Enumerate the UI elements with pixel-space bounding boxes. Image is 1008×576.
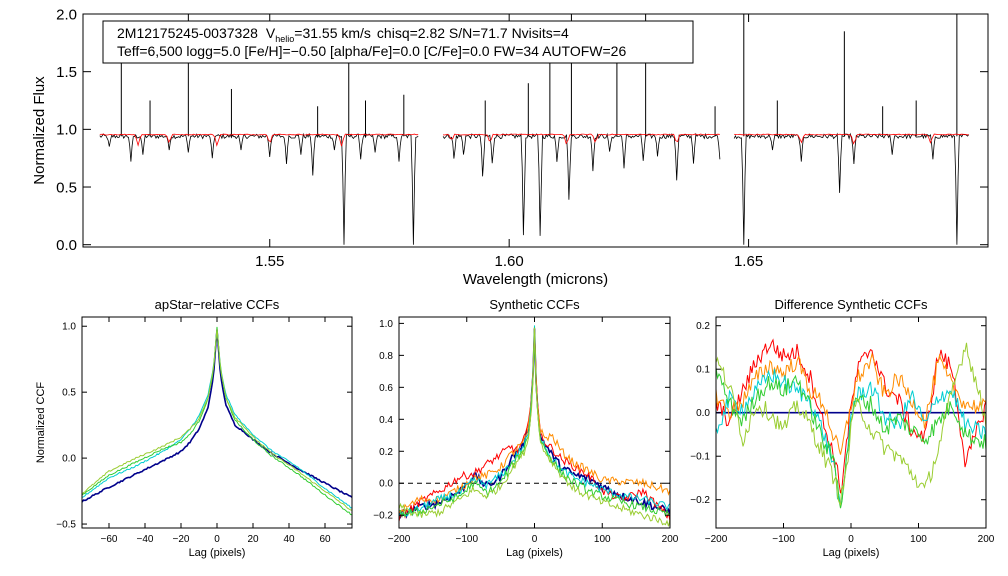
y-tick-label: 0.0: [696, 408, 710, 419]
y-tick-label: 0.0: [56, 237, 77, 254]
y-tick-label: 0.1: [696, 365, 710, 376]
y-tick-label: −0.2: [373, 511, 393, 522]
y-axis-label: Normalized Flux: [31, 76, 48, 185]
annotation-line-1: 2M12175245-0037328 Vhelio=31.55 km/s chisq…: [117, 25, 569, 44]
series-line-visit-5: [399, 327, 670, 527]
chart-panel-0: 1.55 1.60 1.65 0.0 0.5 1.0 1.5 2.0 Wavelength (m…: [31, 6, 989, 288]
y-tick-label: −0.5: [56, 520, 76, 531]
y-tick-label: 2.0: [56, 6, 77, 23]
series-line-visit-2: [716, 352, 986, 455]
plot-area: [716, 338, 986, 509]
series-line-visit-5: [716, 342, 986, 507]
y-tick-label: −0.2: [690, 495, 710, 506]
plot-area: [82, 326, 352, 516]
y-tick-label: 1.0: [56, 122, 77, 139]
x-tick-label: 20: [247, 534, 259, 545]
x-axis-label: Wavelength (microns): [463, 271, 608, 288]
x-tick-label: −200: [388, 534, 411, 545]
y-tick-label: 0.5: [56, 179, 77, 196]
spectrum-observed-segment: [442, 132, 721, 236]
y-tick-label: 0.2: [696, 321, 710, 332]
x-tick-label: 0: [214, 534, 220, 545]
x-tick-label: 1.65: [734, 253, 763, 270]
annotation-line-2: Teff=6,500 logg=5.0 [Fe/H]=−0.50 [alpha/…: [117, 43, 626, 59]
y-tick-label: 0.2: [379, 447, 393, 458]
spectrum-model-segment: [99, 133, 419, 147]
y-tick-label: 0.6: [379, 383, 393, 394]
x-tick-label: −40: [137, 534, 154, 545]
spectrum-model-segment: [443, 133, 720, 145]
y-tick-label: 0.5: [62, 388, 76, 399]
x-axis-label: Lag (pixels): [506, 547, 563, 559]
x-tick-label: 60: [319, 534, 331, 545]
chart-title: apStar−relative CCFs: [155, 297, 280, 312]
y-tick-label: 0.0: [62, 454, 76, 465]
annotation-box: [102, 20, 694, 64]
spectrum-observed-segment: [733, 132, 970, 245]
x-tick-label: 200: [978, 534, 995, 545]
x-tick-label: 100: [594, 534, 611, 545]
x-tick-label: −200: [705, 534, 728, 545]
chart-title: Synthetic CCFs: [489, 297, 580, 312]
x-tick-label: 0: [532, 534, 538, 545]
x-tick-label: −20: [173, 534, 190, 545]
series-line-visit-1: [716, 338, 986, 494]
chart-panel-1: −60 −40 −20 0 20 40 60 −0.5 0.0 0.5 1.0 apStar−rela…: [35, 297, 353, 559]
axes-frame: [82, 13, 989, 248]
x-tick-label: −60: [101, 534, 118, 545]
y-tick-label: 0.0: [379, 479, 393, 490]
chart-panel-3: −200 −100 0 100 200 −0.2 −0.1 0.0 0.1 0.2 Differen…: [690, 297, 995, 559]
x-tick-label: 0: [848, 534, 854, 545]
x-tick-label: 1.55: [255, 253, 284, 270]
annotation-star-id: 2M12175245-0037328: [117, 25, 258, 41]
series-line-visit-3: [399, 325, 670, 517]
x-tick-label: 1.60: [495, 253, 524, 270]
series-line-visit-3: [716, 368, 986, 506]
x-tick-label: 200: [662, 534, 679, 545]
y-tick-label: 0.8: [379, 351, 393, 362]
y-tick-label: 1.0: [62, 322, 76, 333]
chart-panel-2: −200 −100 0 100 200 −0.2 0.0 0.2 0.4 0.6 0.8 1.0 Syn…: [373, 297, 679, 559]
annotation-stats: chisq=2.82 S/N=71.7 Nvisits=4: [377, 25, 569, 41]
chart-title: Difference Synthetic CCFs: [775, 297, 928, 312]
y-tick-label: −0.1: [690, 452, 710, 463]
x-tick-label: 40: [283, 534, 295, 545]
annotation-vhelio-value: =31.55 km/s: [294, 25, 371, 41]
series-line-visit-4: [399, 327, 670, 518]
series-line-visit-4: [82, 329, 352, 511]
y-tick-label: 1.5: [56, 64, 77, 81]
x-axis-label: Lag (pixels): [189, 547, 246, 559]
x-tick-label: −100: [772, 534, 795, 545]
x-tick-label: −100: [455, 534, 478, 545]
spectrum-model-segment: [734, 133, 969, 145]
annotation-vhelio-subscript: helio: [275, 34, 294, 44]
y-tick-label: 1.0: [379, 319, 393, 330]
annotation-vhelio-label: V: [266, 25, 276, 41]
y-tick-label: 0.4: [379, 415, 393, 426]
x-axis-label: Lag (pixels): [823, 547, 880, 559]
y-axis-label: Normalized CCF: [35, 382, 47, 464]
plot-area: [399, 325, 670, 527]
series-line-visit-3: [82, 326, 352, 516]
x-tick-label: 100: [910, 534, 927, 545]
